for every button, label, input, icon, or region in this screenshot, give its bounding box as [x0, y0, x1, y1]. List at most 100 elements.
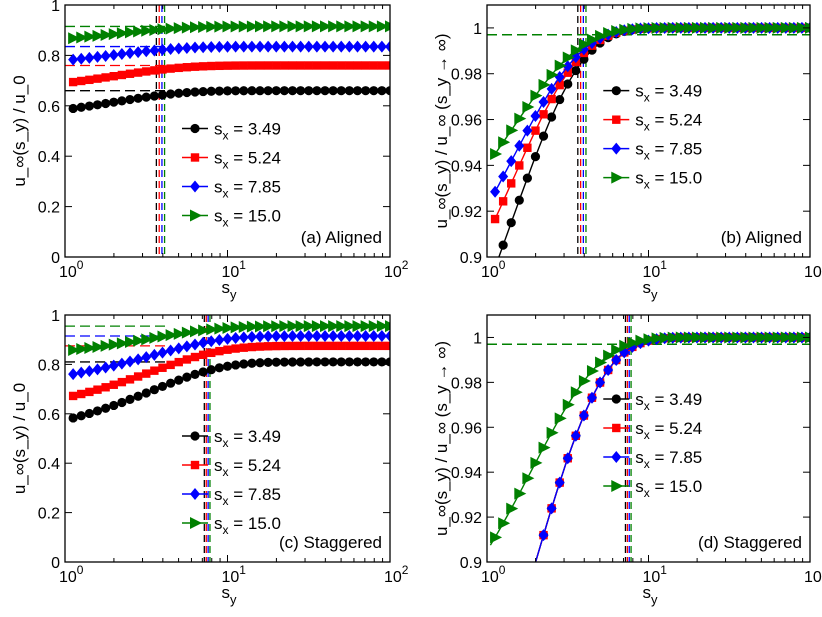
- data-point: [239, 343, 248, 352]
- data-point: [748, 21, 761, 34]
- y-tick-label: 0.98: [451, 375, 482, 392]
- data-point: [84, 408, 94, 419]
- legend-label: sx = 5.24: [635, 419, 702, 442]
- data-point: [368, 40, 379, 53]
- data-point: [377, 341, 387, 351]
- data-point: [554, 70, 565, 83]
- x-axis-label: sy: [643, 583, 659, 607]
- data-point: [595, 29, 608, 42]
- data-point: [238, 320, 251, 333]
- data-point: [206, 86, 216, 96]
- data-point: [190, 41, 200, 54]
- data-point: [280, 341, 289, 351]
- data-point: [659, 331, 672, 344]
- data-point: [109, 97, 119, 107]
- data-point: [344, 329, 355, 342]
- data-point: [570, 44, 583, 57]
- data-point: [394, 61, 402, 69]
- data-point: [272, 341, 281, 351]
- data-point: [336, 320, 349, 333]
- data-point: [353, 341, 362, 351]
- data-point: [173, 342, 184, 355]
- data-point: [788, 21, 801, 34]
- legend-label: sx = 15.0: [214, 514, 281, 537]
- data-point: [603, 349, 616, 362]
- data-point: [100, 49, 111, 62]
- data-point: [530, 151, 541, 162]
- data-point: [352, 86, 363, 96]
- data-point: [230, 321, 243, 334]
- legend-marker: [190, 123, 200, 134]
- data-point: [320, 329, 330, 342]
- y-tick-label: 1: [51, 0, 60, 15]
- data-point: [336, 40, 347, 53]
- plot-area: [65, 315, 405, 562]
- data-point: [116, 27, 129, 40]
- data-point: [141, 388, 151, 398]
- legend-label: sx = 3.49: [635, 390, 702, 413]
- data-point: [376, 329, 387, 342]
- data-point: [635, 334, 648, 347]
- data-point: [68, 343, 81, 356]
- series-markers-1: [68, 341, 390, 401]
- data-point: [490, 185, 501, 198]
- data-point: [263, 330, 274, 343]
- data-point: [125, 26, 137, 39]
- data-point: [125, 336, 137, 349]
- data-point: [360, 20, 373, 33]
- data-point: [173, 42, 184, 55]
- data-point: [206, 365, 216, 375]
- data-point: [247, 61, 257, 70]
- data-point: [190, 325, 202, 338]
- data-point: [337, 61, 346, 70]
- data-point: [142, 67, 151, 76]
- plot-area: [487, 315, 810, 562]
- data-point: [109, 400, 119, 411]
- data-point: [222, 40, 233, 53]
- data-point: [133, 46, 144, 59]
- y-tick-label: 0.92: [451, 204, 482, 221]
- data-point: [570, 386, 583, 399]
- data-point: [77, 76, 86, 86]
- y-axis-label: u_∞(s_y) / u_∞ (s_y → ∞): [432, 33, 451, 228]
- data-point: [279, 320, 292, 333]
- data-point: [546, 68, 559, 81]
- data-point: [337, 341, 346, 351]
- data-point: [93, 385, 102, 394]
- data-point: [157, 330, 170, 343]
- data-point: [328, 40, 339, 53]
- data-point: [157, 381, 168, 392]
- data-point: [214, 20, 227, 33]
- data-point: [142, 369, 151, 378]
- data-point: [344, 357, 354, 367]
- y-tick-label: 0.8: [38, 357, 60, 374]
- data-point: [92, 29, 105, 42]
- data-point: [255, 86, 265, 96]
- data-point: [287, 357, 298, 367]
- data-point: [182, 87, 192, 98]
- series-markers-2: [68, 329, 390, 381]
- data-point: [498, 240, 508, 250]
- x-tick-label: 102: [384, 258, 409, 281]
- data-point: [336, 329, 347, 342]
- data-point: [311, 329, 322, 342]
- panel-label: (b) Aligned: [721, 228, 802, 247]
- x-tick-label: 100: [59, 563, 84, 586]
- data-point: [344, 20, 357, 33]
- legend-label: sx = 15.0: [635, 169, 702, 192]
- data-point: [174, 375, 184, 385]
- x-tick-label: 101: [222, 563, 247, 586]
- data-point: [393, 320, 405, 332]
- data-point: [255, 20, 267, 33]
- data-point: [166, 89, 176, 99]
- data-point: [198, 336, 209, 349]
- data-point: [190, 352, 200, 362]
- data-point: [683, 331, 696, 344]
- y-tick-label: 0.9: [460, 250, 482, 267]
- data-point: [206, 335, 217, 348]
- data-point: [165, 329, 178, 342]
- legend-label: sx = 3.49: [214, 119, 281, 142]
- data-point: [539, 110, 548, 119]
- data-point: [345, 61, 354, 70]
- data-point: [295, 330, 306, 343]
